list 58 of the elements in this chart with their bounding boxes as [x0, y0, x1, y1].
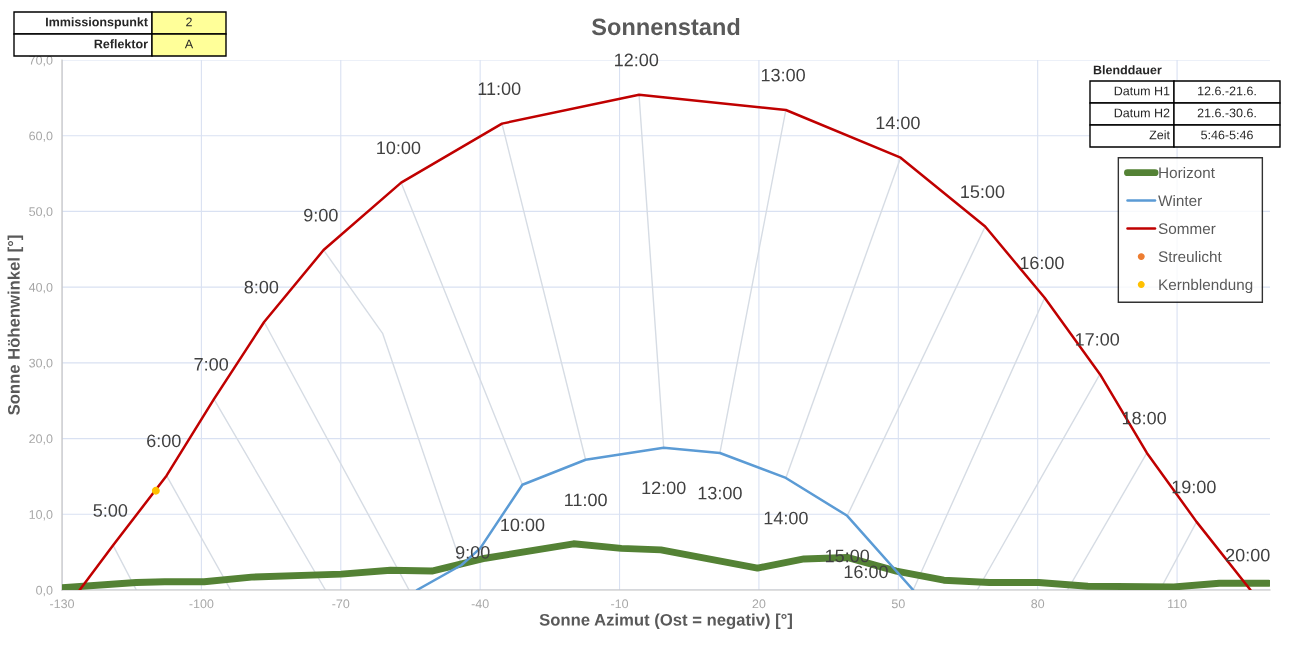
- legend-label: Winter: [1158, 194, 1202, 207]
- annotation: Blenddauer: [1093, 65, 1162, 75]
- annotation: 11:00: [565, 493, 607, 507]
- legend-label: Kernblendung: [1159, 278, 1253, 294]
- annotation: 12:00: [642, 481, 686, 495]
- y-axis-title: Sonne Höhenwinkel [°]: [7, 235, 24, 415]
- annotation: 10:00: [377, 141, 421, 155]
- legend-label: Horizont: [1159, 166, 1215, 179]
- x-axis-title: Sonne Azimut (Ost = negativ) [°]: [539, 613, 792, 630]
- text: A: [184, 39, 194, 49]
- annotation: 7:00: [194, 357, 229, 371]
- annotation: 6:00: [147, 434, 181, 448]
- annotation: 12:00: [615, 53, 659, 67]
- x-tick-label: -130: [50, 599, 75, 609]
- annotation: 14:00: [764, 511, 808, 525]
- legend-label: Streulicht: [1158, 250, 1222, 263]
- annotation: 17:00: [1075, 332, 1120, 346]
- annotation: 16:00: [1020, 256, 1064, 270]
- line-series: [415, 446, 915, 590]
- annotation: 12.6.-21.6.: [1198, 86, 1256, 96]
- y-tick-label: 50,0: [29, 207, 53, 218]
- y-tick-label: 0,0: [36, 585, 53, 597]
- annotation: Zeit: [1149, 130, 1170, 140]
- annotation: 21.6.-30.6.: [1197, 108, 1256, 118]
- annotation: 10:00: [501, 518, 545, 532]
- annotation: 13:00: [698, 486, 742, 500]
- text: 2: [186, 17, 192, 27]
- chart-title: Sonnenstand: [591, 17, 740, 36]
- y-tick-label: 40,0: [28, 282, 53, 294]
- annotation: 15:00: [961, 185, 1005, 199]
- y-tick-label: 10,0: [29, 510, 53, 521]
- annotation: Datum H1: [1114, 86, 1170, 96]
- y-tick-label: 70,0: [29, 55, 53, 67]
- x-tick-label: -100: [189, 599, 214, 609]
- legend-label: Sommer: [1158, 223, 1216, 235]
- x-tick-label: -70: [332, 599, 350, 609]
- y-tick-label: 30,0: [29, 358, 53, 369]
- annotation: 11:00: [478, 82, 521, 96]
- y-tick-label: 20,0: [29, 434, 53, 445]
- text: Immissionspunkt: [46, 17, 148, 29]
- x-tick-label: 50: [891, 599, 905, 609]
- x-tick-label: 110: [1168, 599, 1187, 609]
- annotation: 8:00: [244, 280, 279, 294]
- x-tick-label: -10: [611, 599, 629, 609]
- annotation: 5:00: [93, 504, 128, 517]
- annotation: 14:00: [876, 116, 920, 130]
- annotation: 20:00: [1226, 548, 1270, 562]
- x-tick-label: 20: [752, 599, 766, 609]
- text: Reflektor: [94, 39, 148, 49]
- annotation: 13:00: [761, 68, 805, 82]
- x-tick-label: 80: [1031, 599, 1045, 609]
- x-tick-label: -40: [471, 599, 489, 609]
- annotation: Datum H2: [1114, 108, 1170, 118]
- annotation: 16:00: [844, 565, 888, 579]
- annotation: 9:00: [304, 208, 338, 222]
- y-tick-label: 60,0: [29, 131, 53, 142]
- annotation: 19:00: [1172, 480, 1216, 494]
- annotation: 5:46-5:46: [1201, 130, 1253, 140]
